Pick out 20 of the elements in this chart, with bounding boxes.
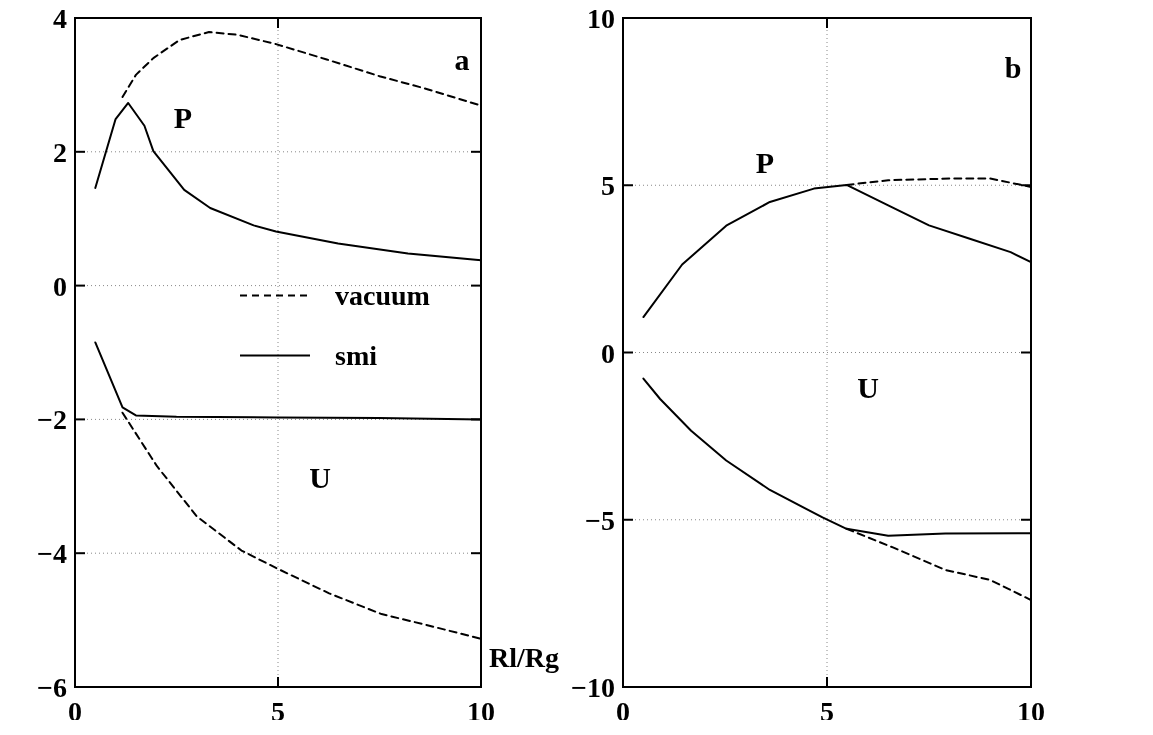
annotation: b — [1004, 51, 1022, 84]
legend-label: smi — [335, 339, 378, 371]
y-tick-label: −2 — [37, 404, 67, 436]
x-axis-title: Rl/Rg — [489, 642, 559, 673]
y-tick-label: −6 — [37, 672, 67, 703]
annotation: U — [309, 461, 331, 494]
y-tick-label: 5 — [601, 170, 615, 202]
annotation: U — [857, 371, 879, 404]
annotation: P — [755, 146, 775, 179]
y-tick-label: −10 — [571, 672, 615, 703]
y-tick-label: −5 — [585, 504, 615, 536]
y-tick-label: 0 — [53, 270, 67, 302]
y-tick-label: 0 — [601, 337, 615, 369]
y-tick-label: 2 — [53, 136, 67, 168]
y-tick-label: −4 — [37, 538, 67, 570]
annotation: a — [454, 43, 470, 76]
y-tick-label: 4 — [53, 3, 67, 34]
y-tick-label: 10 — [587, 3, 615, 34]
legend-label: vacuum — [335, 279, 430, 311]
annotation: P — [173, 101, 193, 134]
